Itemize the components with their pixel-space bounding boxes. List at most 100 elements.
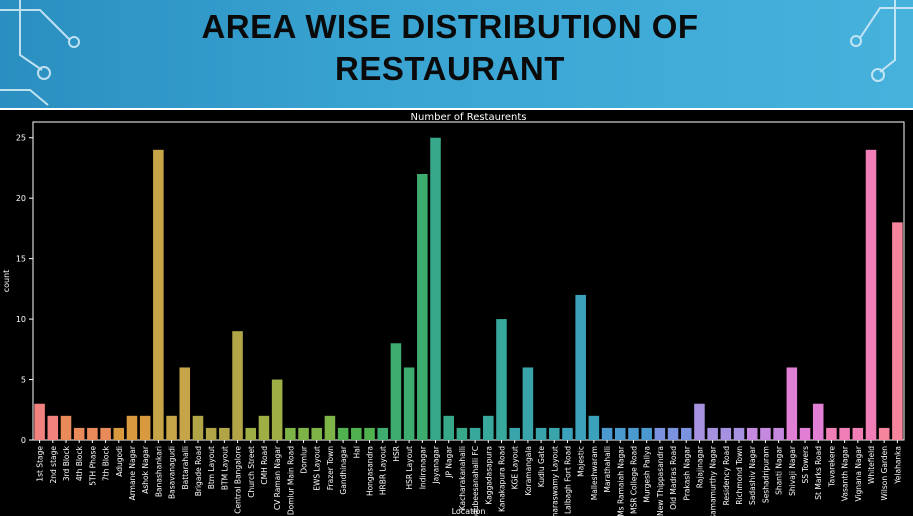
bar (443, 415, 454, 440)
bar (694, 403, 705, 440)
x-tick-label: Old Madras Road (669, 446, 678, 510)
x-tick-label: Rajajinagar (695, 445, 704, 488)
bar (469, 427, 481, 440)
x-tick-label: KGE Layout (511, 446, 520, 489)
bar (337, 427, 349, 440)
x-tick-label: JP Nagar (445, 445, 454, 479)
x-tick-label: Kadubeesanahalli FC (471, 446, 480, 516)
bar (324, 415, 336, 440)
bar (865, 149, 877, 441)
bar (799, 427, 811, 440)
x-tick-label: Adugodi (115, 446, 124, 477)
bar (878, 427, 890, 440)
bar (73, 427, 85, 440)
bar (496, 319, 507, 440)
bar (60, 415, 72, 440)
x-tick-label: Frazer Town (326, 446, 335, 490)
bar (245, 427, 257, 440)
title-banner: AREA WISE DISTRIBUTION OF RESTAURANT (0, 0, 913, 108)
x-tick-label: Jayanagar (432, 445, 441, 485)
bar (852, 427, 864, 440)
x-tick-label: 7th Block (102, 445, 111, 481)
slide-title: AREA WISE DISTRIBUTION OF RESTAURANT (201, 8, 699, 87)
x-tick-label: Domlur (300, 445, 309, 474)
x-tick-label: CV Raman Nagar (273, 445, 282, 510)
bar (588, 415, 600, 440)
x-tick-label: Church Street (247, 446, 256, 498)
x-tick-label: 4th Block (75, 445, 84, 481)
x-tick-label: Prakash Nagar (682, 445, 691, 500)
x-tick-label: Kanakapura Road (497, 446, 506, 512)
bar (351, 427, 362, 440)
bar (417, 173, 428, 440)
y-tick-label: 5 (21, 376, 26, 385)
x-tick-label: BTM Layout (220, 446, 229, 490)
y-tick-label: 20 (16, 194, 26, 203)
y-tick-label: 0 (21, 436, 26, 445)
x-tick-label: Richmond Town (735, 446, 744, 505)
x-axis-label: Location (452, 507, 486, 516)
bar (166, 415, 177, 440)
bar (34, 403, 45, 440)
circuit-decoration (0, 0, 913, 106)
bar (100, 427, 111, 440)
x-tick-label: Sadashiv Nagar (748, 445, 757, 505)
bar (522, 367, 534, 440)
bar (575, 294, 586, 440)
chart-container: Number of Restaurents 0 5 10 15 20 25 count 1st … (0, 108, 913, 516)
x-tick-label: Btm Layout (207, 446, 216, 489)
bar (562, 427, 573, 440)
bar (285, 427, 296, 440)
bar (601, 427, 613, 440)
x-tick-label: MSR College Road (629, 446, 638, 514)
x-tick-label: Ramamurthy Nagar (709, 445, 718, 516)
x-tick-label: Marathahalli (603, 446, 612, 493)
x-tick-label: Hongasandra (366, 446, 375, 496)
bar (430, 137, 441, 440)
bar (298, 427, 309, 440)
x-tick-label: Hal (352, 446, 361, 458)
x-tick-label: Shanti Nagar (775, 445, 784, 495)
x-tick-label: 2nd stage (49, 446, 58, 484)
y-tick-label: 10 (16, 315, 26, 324)
x-tick-label: HRBR Layout (379, 446, 388, 495)
bar (483, 415, 494, 440)
bar (153, 149, 164, 441)
bar (733, 427, 745, 440)
x-tick-label: Majestic (577, 446, 586, 477)
x-tick-label: Basavanagudi (168, 446, 177, 499)
y-tick-label: 25 (16, 134, 26, 143)
bar (535, 427, 547, 440)
x-tick-label: 5TH Phase (88, 446, 97, 486)
x-tick-label: HSR (392, 446, 401, 462)
bar (614, 427, 626, 440)
bar (390, 343, 402, 440)
x-tick-label: Kaggadasapura (484, 446, 493, 505)
x-tick-label: SS Towers (801, 446, 810, 484)
x-tick-label: Residency Road (722, 446, 731, 506)
x-tick-label: Yelahanka (893, 446, 902, 485)
x-tick-label: HSR Layout (405, 446, 414, 490)
x-tick-label: St Marks Road (814, 446, 823, 500)
bar (812, 403, 824, 440)
bar (179, 367, 191, 440)
y-axis-label: count (2, 270, 11, 293)
bar (364, 427, 375, 440)
plot-frame (32, 121, 905, 441)
x-tick-label: Brigade Road (194, 446, 203, 496)
bar (192, 415, 204, 440)
x-tick-label: Domlur Main Road (286, 446, 295, 515)
bar (311, 427, 323, 440)
x-tick-label: Central Bangalore (234, 446, 243, 514)
bar (667, 427, 679, 440)
x-tick-label: New Thippasandra (656, 446, 665, 516)
x-tick-label: Vignana Nagar (854, 445, 863, 501)
x-tick-label: Whitefield (867, 446, 876, 484)
bar (641, 427, 652, 440)
chart-title: Number of Restaurents (411, 112, 527, 123)
bar (126, 415, 138, 440)
bar (219, 427, 230, 440)
bar (509, 427, 520, 440)
x-tick-label: Vasanth Nagar (841, 445, 850, 501)
x-tick-label: Koramangala (524, 446, 533, 496)
